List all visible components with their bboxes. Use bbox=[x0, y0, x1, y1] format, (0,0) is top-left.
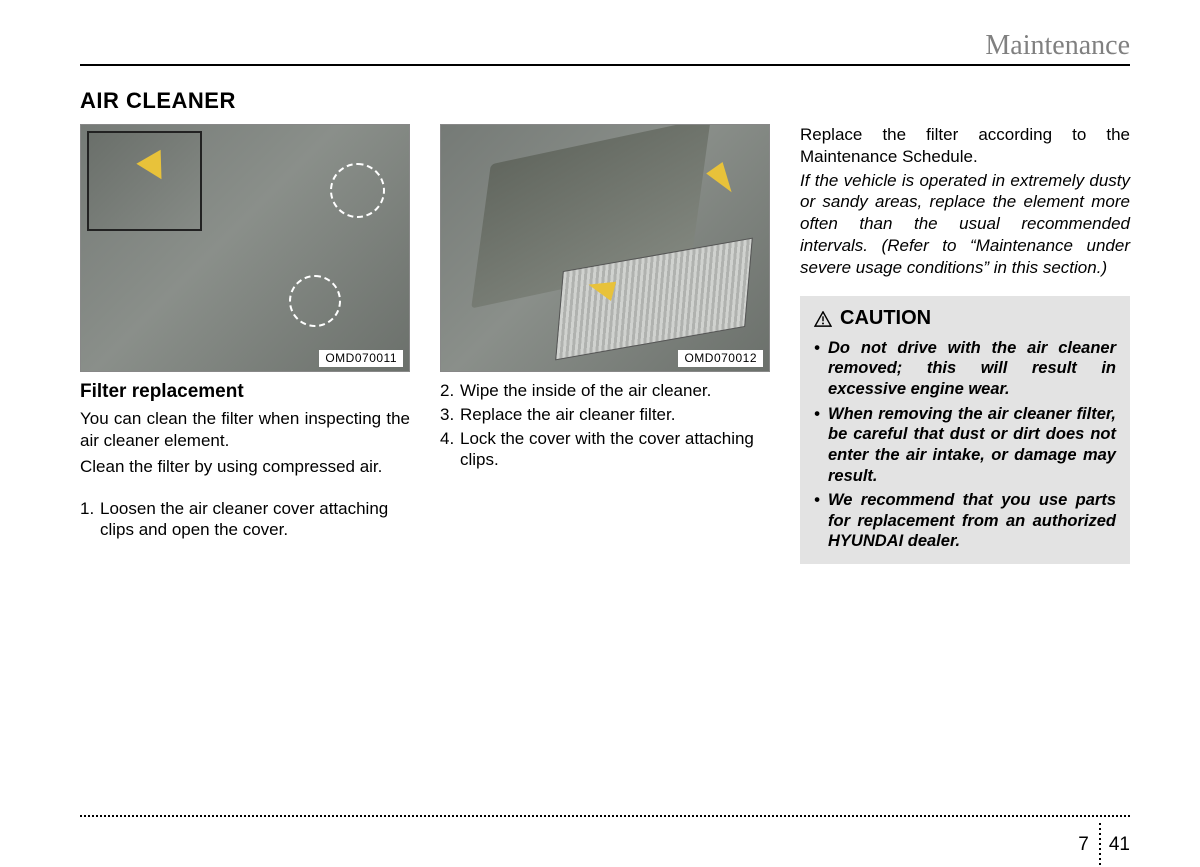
step-4: 4. Lock the cover with the cover attachi… bbox=[440, 428, 770, 472]
step-number: 3. bbox=[440, 404, 460, 426]
bullet-icon: • bbox=[814, 404, 828, 487]
figure-1-inset bbox=[87, 131, 202, 231]
caution-text: We recommend that you use parts for repl… bbox=[828, 490, 1116, 552]
caution-item: • We recommend that you use parts for re… bbox=[814, 490, 1116, 552]
column-1: OMD070011 Filter replacement You can cle… bbox=[80, 124, 410, 564]
figure-2: OMD070012 bbox=[440, 124, 770, 372]
figure-code: OMD070012 bbox=[678, 350, 763, 367]
caution-box: CAUTION • Do not drive with the air clea… bbox=[800, 296, 1130, 564]
caution-text: When removing the air cleaner filter, be… bbox=[828, 404, 1116, 487]
column-3: Replace the filter according to the Main… bbox=[800, 124, 1130, 564]
bullet-icon: • bbox=[814, 338, 828, 400]
figure-1: OMD070011 bbox=[80, 124, 410, 372]
bullet-icon: • bbox=[814, 490, 828, 552]
page-chapter: 7 bbox=[1078, 834, 1099, 856]
caution-title: CAUTION bbox=[814, 306, 1116, 332]
caution-text: Do not drive with the air cleaner remove… bbox=[828, 338, 1116, 400]
arrow-icon bbox=[706, 162, 740, 198]
step-text: Wipe the inside of the air cleaner. bbox=[460, 380, 770, 402]
figure-code: OMD070011 bbox=[319, 350, 403, 367]
step-3: 3. Replace the air cleaner filter. bbox=[440, 404, 770, 426]
paragraph: Clean the filter by using compressed air… bbox=[80, 456, 410, 478]
step-number: 1. bbox=[80, 498, 100, 542]
highlight-circle-icon bbox=[289, 275, 341, 327]
page-number: 41 bbox=[1101, 834, 1130, 856]
chapter-title: Maintenance bbox=[985, 30, 1130, 62]
step-text: Loosen the air cleaner cover attaching c… bbox=[100, 498, 410, 542]
header-rule bbox=[80, 64, 1130, 66]
header: Maintenance bbox=[80, 30, 1130, 62]
footer-rule bbox=[80, 815, 1130, 817]
step-1: 1. Loosen the air cleaner cover attachin… bbox=[80, 498, 410, 542]
caution-item: • When removing the air cleaner filter, … bbox=[814, 404, 1116, 487]
step-text: Replace the air cleaner filter. bbox=[460, 404, 770, 426]
footer: 7 41 bbox=[80, 815, 1130, 817]
step-text: Lock the cover with the cover attaching … bbox=[460, 428, 770, 472]
step-number: 4. bbox=[440, 428, 460, 472]
paragraph: Replace the filter according to the Main… bbox=[800, 124, 1130, 168]
caution-label: CAUTION bbox=[840, 306, 931, 332]
step-number: 2. bbox=[440, 380, 460, 402]
arrow-icon bbox=[136, 150, 173, 187]
warning-icon bbox=[814, 311, 832, 327]
page-number-box: 7 41 bbox=[1078, 823, 1130, 867]
paragraph: You can clean the filter when inspecting… bbox=[80, 408, 410, 452]
caution-item: • Do not drive with the air cleaner remo… bbox=[814, 338, 1116, 400]
column-2: OMD070012 2. Wipe the inside of the air … bbox=[440, 124, 770, 564]
highlight-circle-icon bbox=[330, 163, 385, 218]
italic-note: If the vehicle is operated in extremely … bbox=[800, 170, 1130, 279]
step-2: 2. Wipe the inside of the air cleaner. bbox=[440, 380, 770, 402]
page-title: AIR CLEANER bbox=[80, 88, 1130, 114]
subheading: Filter replacement bbox=[80, 380, 410, 404]
content-columns: OMD070011 Filter replacement You can cle… bbox=[80, 124, 1130, 564]
